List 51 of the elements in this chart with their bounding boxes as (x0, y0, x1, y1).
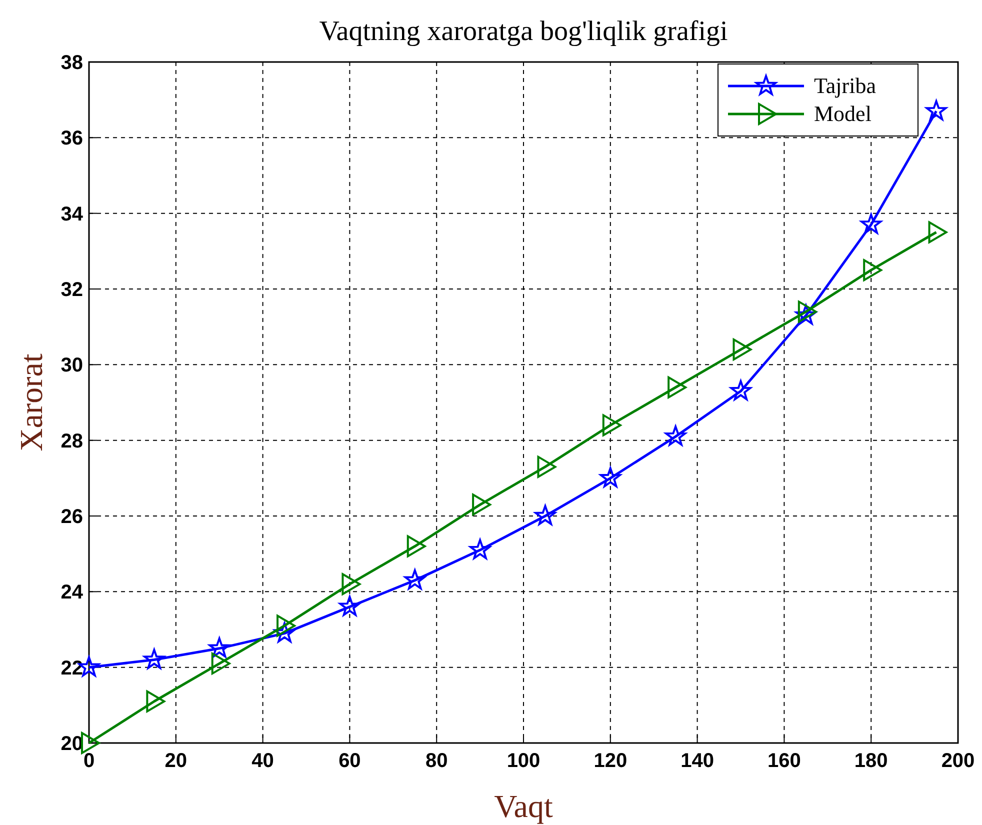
y-tick-label: 24 (60, 582, 84, 604)
x-tick-label: 140 (680, 750, 714, 772)
point (208, 637, 230, 658)
legend-label: Tajriba (814, 73, 876, 98)
x-tick-label: 20 (164, 750, 188, 772)
point (860, 214, 882, 234)
point (795, 304, 816, 325)
point (472, 494, 492, 516)
x-tick-label: 60 (338, 750, 361, 772)
point (732, 338, 752, 361)
point (668, 376, 687, 398)
y-tick-label: 34 (60, 203, 84, 226)
y-tick-label: 28 (60, 430, 83, 452)
x-tick-label: 100 (506, 750, 540, 772)
point (274, 622, 296, 642)
point (863, 259, 882, 282)
point (798, 300, 817, 323)
point (537, 456, 556, 478)
point (404, 569, 426, 590)
x-tick-label: 200 (941, 750, 975, 772)
point (406, 535, 426, 558)
x-tick-label: 160 (768, 750, 801, 772)
point (211, 652, 230, 675)
point (602, 414, 622, 436)
point (665, 426, 686, 446)
point (81, 732, 100, 754)
x-tick-label: 180 (854, 750, 888, 772)
point (600, 467, 621, 488)
point (470, 539, 491, 560)
x-tick-label: 120 (594, 750, 628, 772)
x-tick-label: 40 (252, 750, 274, 772)
point (928, 221, 948, 244)
point (730, 380, 752, 400)
y-tick-label: 38 (60, 52, 83, 74)
legend-label: Model (814, 101, 872, 126)
point (146, 690, 166, 712)
y-tick-label: 32 (60, 279, 83, 301)
y-tick-label: 26 (60, 506, 83, 528)
y-tick-label: 36 (60, 128, 83, 150)
x-tick-label: 0 (83, 750, 95, 772)
point (276, 614, 296, 637)
chart-title: Vaqtning xaroratga bog'liqlik grafigi (319, 16, 728, 47)
point (926, 100, 947, 120)
y-tick-label: 22 (60, 657, 83, 680)
y-axis-title: Xarorat (13, 354, 49, 452)
point (342, 573, 361, 596)
point (144, 648, 165, 669)
x-tick-label: 80 (425, 750, 448, 772)
point (339, 596, 360, 616)
y-tick-label: 30 (60, 354, 83, 377)
x-axis-title: Vaqt (494, 788, 553, 824)
